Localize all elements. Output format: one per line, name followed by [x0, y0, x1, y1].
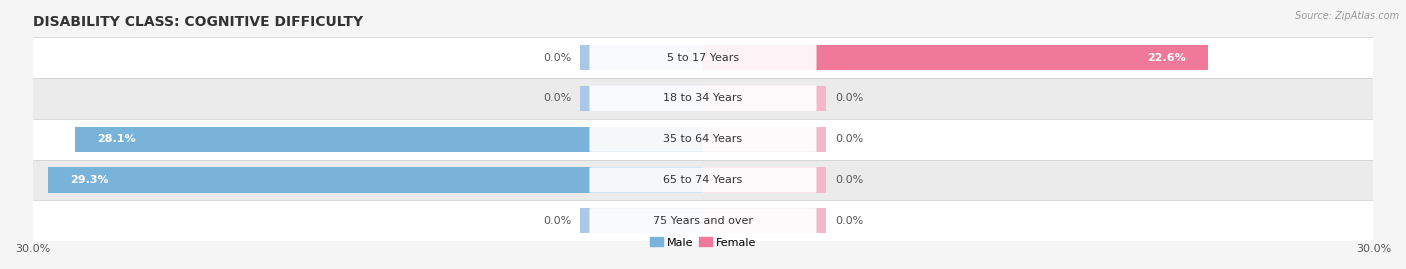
Bar [703, 45, 825, 70]
Text: 18 to 34 Years: 18 to 34 Years [664, 93, 742, 103]
FancyBboxPatch shape [589, 208, 817, 233]
Bar [703, 208, 825, 233]
Bar [581, 208, 703, 233]
Bar [581, 86, 703, 111]
Bar [32, 78, 1374, 119]
Text: 5 to 17 Years: 5 to 17 Years [666, 52, 740, 62]
Text: 0.0%: 0.0% [835, 216, 863, 226]
Text: DISABILITY CLASS: COGNITIVE DIFFICULTY: DISABILITY CLASS: COGNITIVE DIFFICULTY [32, 15, 363, 29]
Text: 29.3%: 29.3% [70, 175, 110, 185]
Bar [703, 86, 825, 111]
Text: 22.6%: 22.6% [1147, 52, 1185, 62]
Bar [581, 167, 703, 193]
Bar [703, 167, 825, 193]
Text: 28.1%: 28.1% [97, 134, 136, 144]
FancyBboxPatch shape [589, 45, 817, 70]
Text: 65 to 74 Years: 65 to 74 Years [664, 175, 742, 185]
Bar [32, 200, 1374, 241]
Text: 0.0%: 0.0% [543, 216, 571, 226]
Legend: Male, Female: Male, Female [645, 233, 761, 252]
Text: 0.0%: 0.0% [543, 52, 571, 62]
FancyBboxPatch shape [589, 126, 817, 152]
Text: 0.0%: 0.0% [835, 175, 863, 185]
Text: 35 to 64 Years: 35 to 64 Years [664, 134, 742, 144]
Bar [825, 45, 1208, 70]
Text: 0.0%: 0.0% [835, 134, 863, 144]
Bar [32, 37, 1374, 78]
Text: 0.0%: 0.0% [543, 93, 571, 103]
Bar [32, 160, 1374, 200]
FancyBboxPatch shape [589, 86, 817, 111]
Text: 75 Years and over: 75 Years and over [652, 216, 754, 226]
Bar [581, 126, 703, 152]
FancyBboxPatch shape [589, 167, 817, 193]
Bar [703, 126, 825, 152]
Text: 0.0%: 0.0% [835, 93, 863, 103]
Bar [75, 126, 581, 152]
Bar [581, 45, 703, 70]
Text: Source: ZipAtlas.com: Source: ZipAtlas.com [1295, 11, 1399, 21]
Bar [32, 119, 1374, 160]
Bar [48, 167, 581, 193]
